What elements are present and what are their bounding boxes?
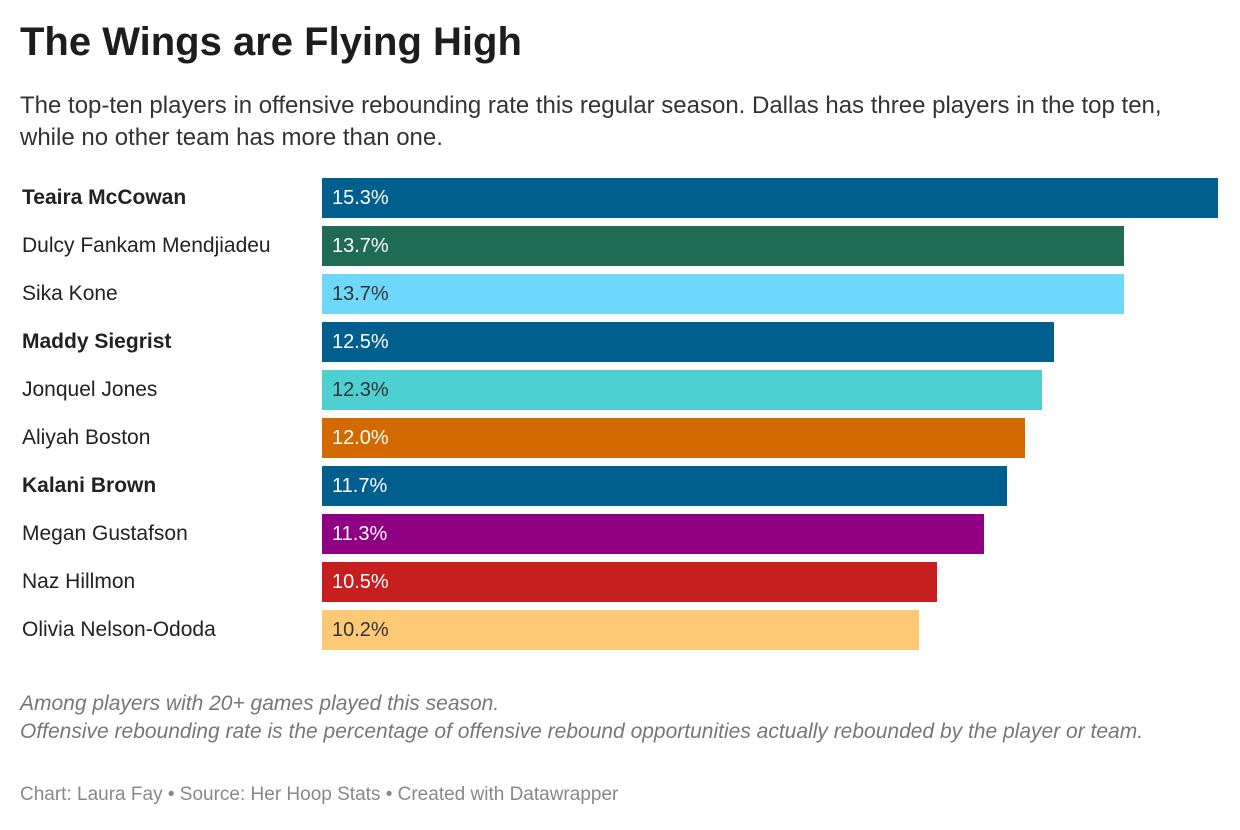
category-label: Kalani Brown [22, 474, 157, 497]
bar-row: Olivia Nelson-Ododa 10.2% [0, 610, 1240, 650]
bar-row: Dulcy Fankam Mendjiadeu 13.7% [0, 226, 1240, 266]
bar: 10.5% [322, 562, 937, 602]
category-label: Sika Kone [22, 282, 118, 305]
chart-subtitle: The top-ten players in offensive rebound… [20, 92, 1162, 151]
bar-row: Kalani Brown 11.7% [0, 466, 1240, 506]
chart-footer: Chart: Laura Fay • Source: Her Hoop Stat… [20, 784, 619, 805]
note-definition: Offensive rebounding rate is the percent… [20, 720, 1144, 743]
bar: 12.0% [322, 418, 1025, 458]
category-label: Aliyah Boston [22, 426, 151, 449]
data-label: 13.7% [332, 283, 389, 305]
category-label: Megan Gustafson [22, 522, 188, 545]
category-label: Olivia Nelson-Ododa [22, 618, 216, 641]
data-label: 12.3% [332, 379, 389, 401]
bar-row: Naz Hillmon 10.5% [0, 562, 1240, 602]
data-label: 15.3% [332, 187, 389, 209]
data-label: 13.7% [332, 235, 389, 257]
data-label: 11.7% [332, 475, 388, 497]
category-label: Maddy Siegrist [22, 330, 172, 353]
bar: 12.3% [322, 370, 1043, 410]
data-label: 11.3% [332, 523, 388, 545]
category-label: Teaira McCowan [22, 186, 187, 209]
data-label: 10.5% [332, 571, 389, 593]
chart-title: The Wings are Flying High [20, 20, 522, 64]
bar-row: Aliyah Boston 12.0% [0, 418, 1240, 458]
data-label: 10.2% [332, 619, 389, 641]
data-label: 12.0% [332, 427, 389, 449]
bar-row: Jonquel Jones 12.3% [0, 370, 1240, 410]
bar: 11.7% [322, 466, 1008, 506]
bar: 15.3% [322, 178, 1218, 218]
bar-row: Teaira McCowan 15.3% [0, 178, 1240, 218]
bar-row: Sika Kone 13.7% [0, 274, 1240, 314]
bar-row: Megan Gustafson 11.3% [0, 514, 1240, 554]
chart-notes: Among players with 20+ games played this… [20, 690, 1220, 746]
bar: 11.3% [322, 514, 984, 554]
note-games: Among players with 20+ games played this… [20, 692, 500, 715]
category-label: Dulcy Fankam Mendjiadeu [22, 234, 271, 257]
bar: 13.7% [322, 226, 1125, 266]
category-label: Naz Hillmon [22, 570, 136, 593]
bar: 13.7% [322, 274, 1125, 314]
bar: 12.5% [322, 322, 1055, 362]
bar-row: Maddy Siegrist 12.5% [0, 322, 1240, 362]
category-label: Jonquel Jones [22, 378, 158, 401]
bar: 10.2% [322, 610, 920, 650]
data-label: 12.5% [332, 331, 389, 353]
